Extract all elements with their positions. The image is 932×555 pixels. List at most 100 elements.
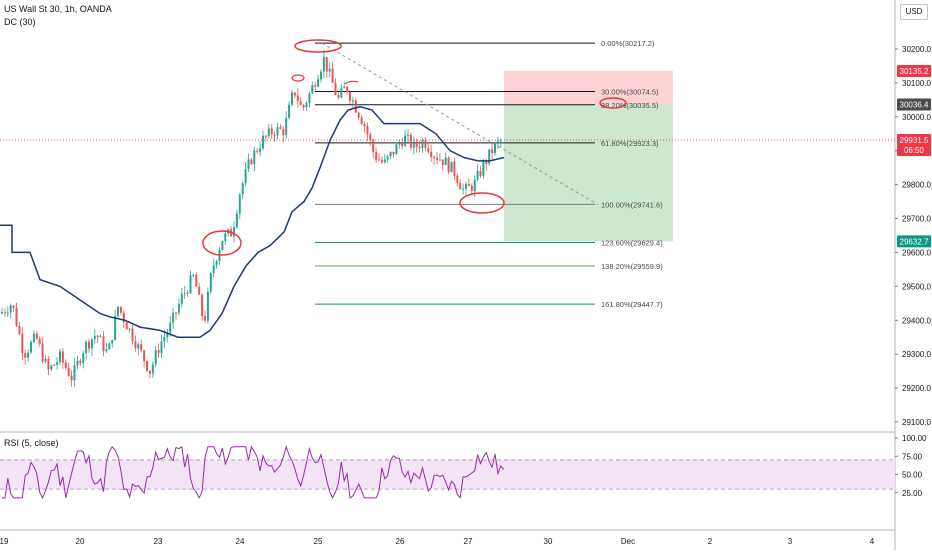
price-tick-label: 29400.0 (902, 316, 931, 325)
annotation-circle-breakout (202, 230, 242, 256)
candle-body (320, 71, 322, 80)
candle-body (93, 335, 96, 340)
candle-body (253, 150, 256, 165)
candle-body (375, 152, 378, 160)
symbol-title[interactable]: US Wall St 30, 1h, OANDA (4, 4, 112, 14)
price-tick-label: 29300.0 (902, 350, 931, 359)
candle-body (148, 370, 151, 374)
time-tick-label: 2 (708, 537, 713, 546)
candle-body (378, 159, 380, 161)
time-tick-label: 27 (464, 537, 473, 546)
candle-body (79, 360, 82, 364)
candle-body (354, 100, 357, 113)
price-tick-label: 29600.0 (902, 248, 931, 257)
candle-body (175, 312, 177, 314)
candle-body (160, 341, 163, 353)
candle-body (76, 360, 79, 366)
candle-body (134, 341, 137, 349)
candle-body (494, 142, 496, 154)
candle-body (15, 307, 18, 326)
candle-body (201, 294, 204, 317)
time-axis[interactable]: 19 20 23 24 25 26 27 30 Dec 2 3 4 (0, 537, 875, 546)
candle-body (488, 149, 491, 164)
time-tick-label: 20 (76, 537, 85, 546)
candle-body (418, 146, 421, 149)
rsi-legend[interactable]: RSI (5, close) (4, 438, 59, 448)
candle-body (146, 361, 148, 371)
candle-body (166, 332, 169, 338)
take-profit-zone (504, 104, 673, 242)
candle-body (195, 274, 198, 287)
candle-body (30, 341, 32, 353)
candle-body (128, 328, 131, 330)
candle-body (462, 188, 465, 190)
candle-body (50, 365, 53, 370)
price-badge (897, 134, 931, 147)
candle-body (436, 157, 438, 160)
price-tick-label: 29500.0 (902, 282, 931, 291)
annotation-circle-low (459, 192, 505, 214)
candle-body (24, 353, 27, 358)
time-tick-label: 30 (544, 537, 553, 546)
candle-body (235, 213, 238, 227)
candle-body (314, 85, 317, 87)
candle-body (9, 305, 12, 313)
fib-level-label: 138.20%(29559.9) (601, 262, 663, 271)
price-tick-label: 29100.0 (902, 418, 931, 427)
short-position-tool[interactable] (504, 70, 673, 242)
candle-body (163, 337, 166, 342)
candle-body (467, 183, 470, 186)
candle-body (473, 179, 476, 192)
candle-body (322, 57, 325, 72)
candle-body (325, 57, 328, 72)
price-axis[interactable]: 29100.0 29200.0 29300.0 29400.0 29500.0 29600… (895, 45, 931, 498)
candle-body (351, 100, 354, 102)
candle-body (430, 151, 433, 158)
candle-body (212, 265, 215, 274)
fib-level-label: 100.00%(29741.6) (601, 200, 663, 209)
candle-body (41, 343, 44, 362)
candle-body (247, 159, 250, 170)
fib-level-label: 38.20%(30035.5) (601, 101, 659, 110)
candle-body (427, 147, 430, 152)
time-tick-label: 23 (154, 537, 163, 546)
candle-body (450, 161, 453, 173)
candle-body (96, 335, 99, 338)
candle-body (291, 92, 293, 105)
price-tick-label: 30200.0 (902, 45, 931, 54)
candle-body (198, 286, 201, 295)
candle-body (349, 92, 351, 101)
candle-body (61, 351, 64, 363)
candle-body (398, 143, 401, 145)
indicator-legend[interactable]: DC (30) (4, 17, 36, 27)
candle-body (183, 292, 186, 294)
price-badge (897, 144, 931, 157)
candle-body (401, 143, 404, 147)
candle-body (421, 140, 424, 149)
time-tick-label: 19 (0, 537, 9, 546)
time-tick-label: 26 (396, 537, 405, 546)
candle-body (169, 322, 172, 333)
fibonacci-retracement[interactable]: 0.00%(30217.2) 30.00%(30074.5) 38.20%(3003… (0, 39, 895, 309)
candle-body (383, 159, 386, 163)
candle-body (276, 127, 279, 136)
candle-body (389, 151, 392, 157)
donchian-midline (0, 105, 505, 338)
candle-body (433, 157, 436, 159)
time-tick-label: 24 (236, 537, 245, 546)
candle-body (299, 101, 302, 106)
hand-drawn-annotations[interactable] (202, 39, 627, 256)
candle-body (125, 322, 128, 330)
currency-button[interactable]: USD (900, 4, 928, 20)
candle-body (482, 161, 485, 176)
rsi-line (2, 445, 505, 500)
candle-body (102, 336, 105, 352)
fib-level-label: 30.00%(30074.5) (601, 88, 659, 97)
candle-body (154, 350, 157, 365)
price-tick-label: 30000.0 (902, 113, 931, 122)
candle-body (1, 311, 3, 314)
candle-body (380, 159, 383, 163)
fib-trend-line (321, 42, 599, 206)
